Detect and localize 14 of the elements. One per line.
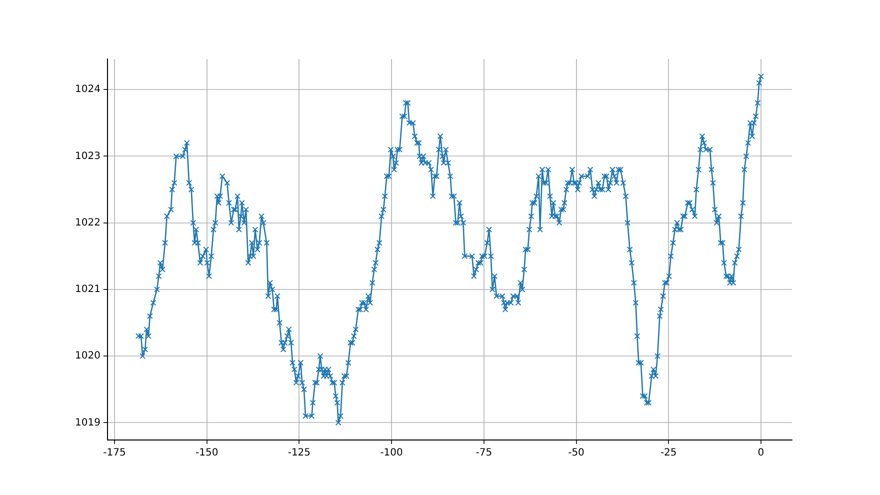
y-tick-label: 1019 [74, 417, 100, 428]
x-tick-label: -175 [103, 448, 126, 459]
x-tick-label: -50 [568, 448, 584, 459]
y-tick-label: 1021 [74, 284, 100, 296]
x-tick-label: -25 [660, 448, 677, 459]
x-tick-label: -150 [195, 448, 218, 459]
x-tick-label: -125 [288, 448, 311, 459]
y-tick-label: 1023 [74, 150, 100, 162]
x-tick-label: 0 [758, 448, 764, 459]
y-tick-label: 1024 [74, 84, 100, 96]
y-tick-label: 1022 [74, 217, 100, 228]
x-tick-label: -75 [476, 448, 492, 459]
y-tick-label: 1020 [74, 350, 100, 362]
x-tick-label: -100 [380, 448, 403, 459]
